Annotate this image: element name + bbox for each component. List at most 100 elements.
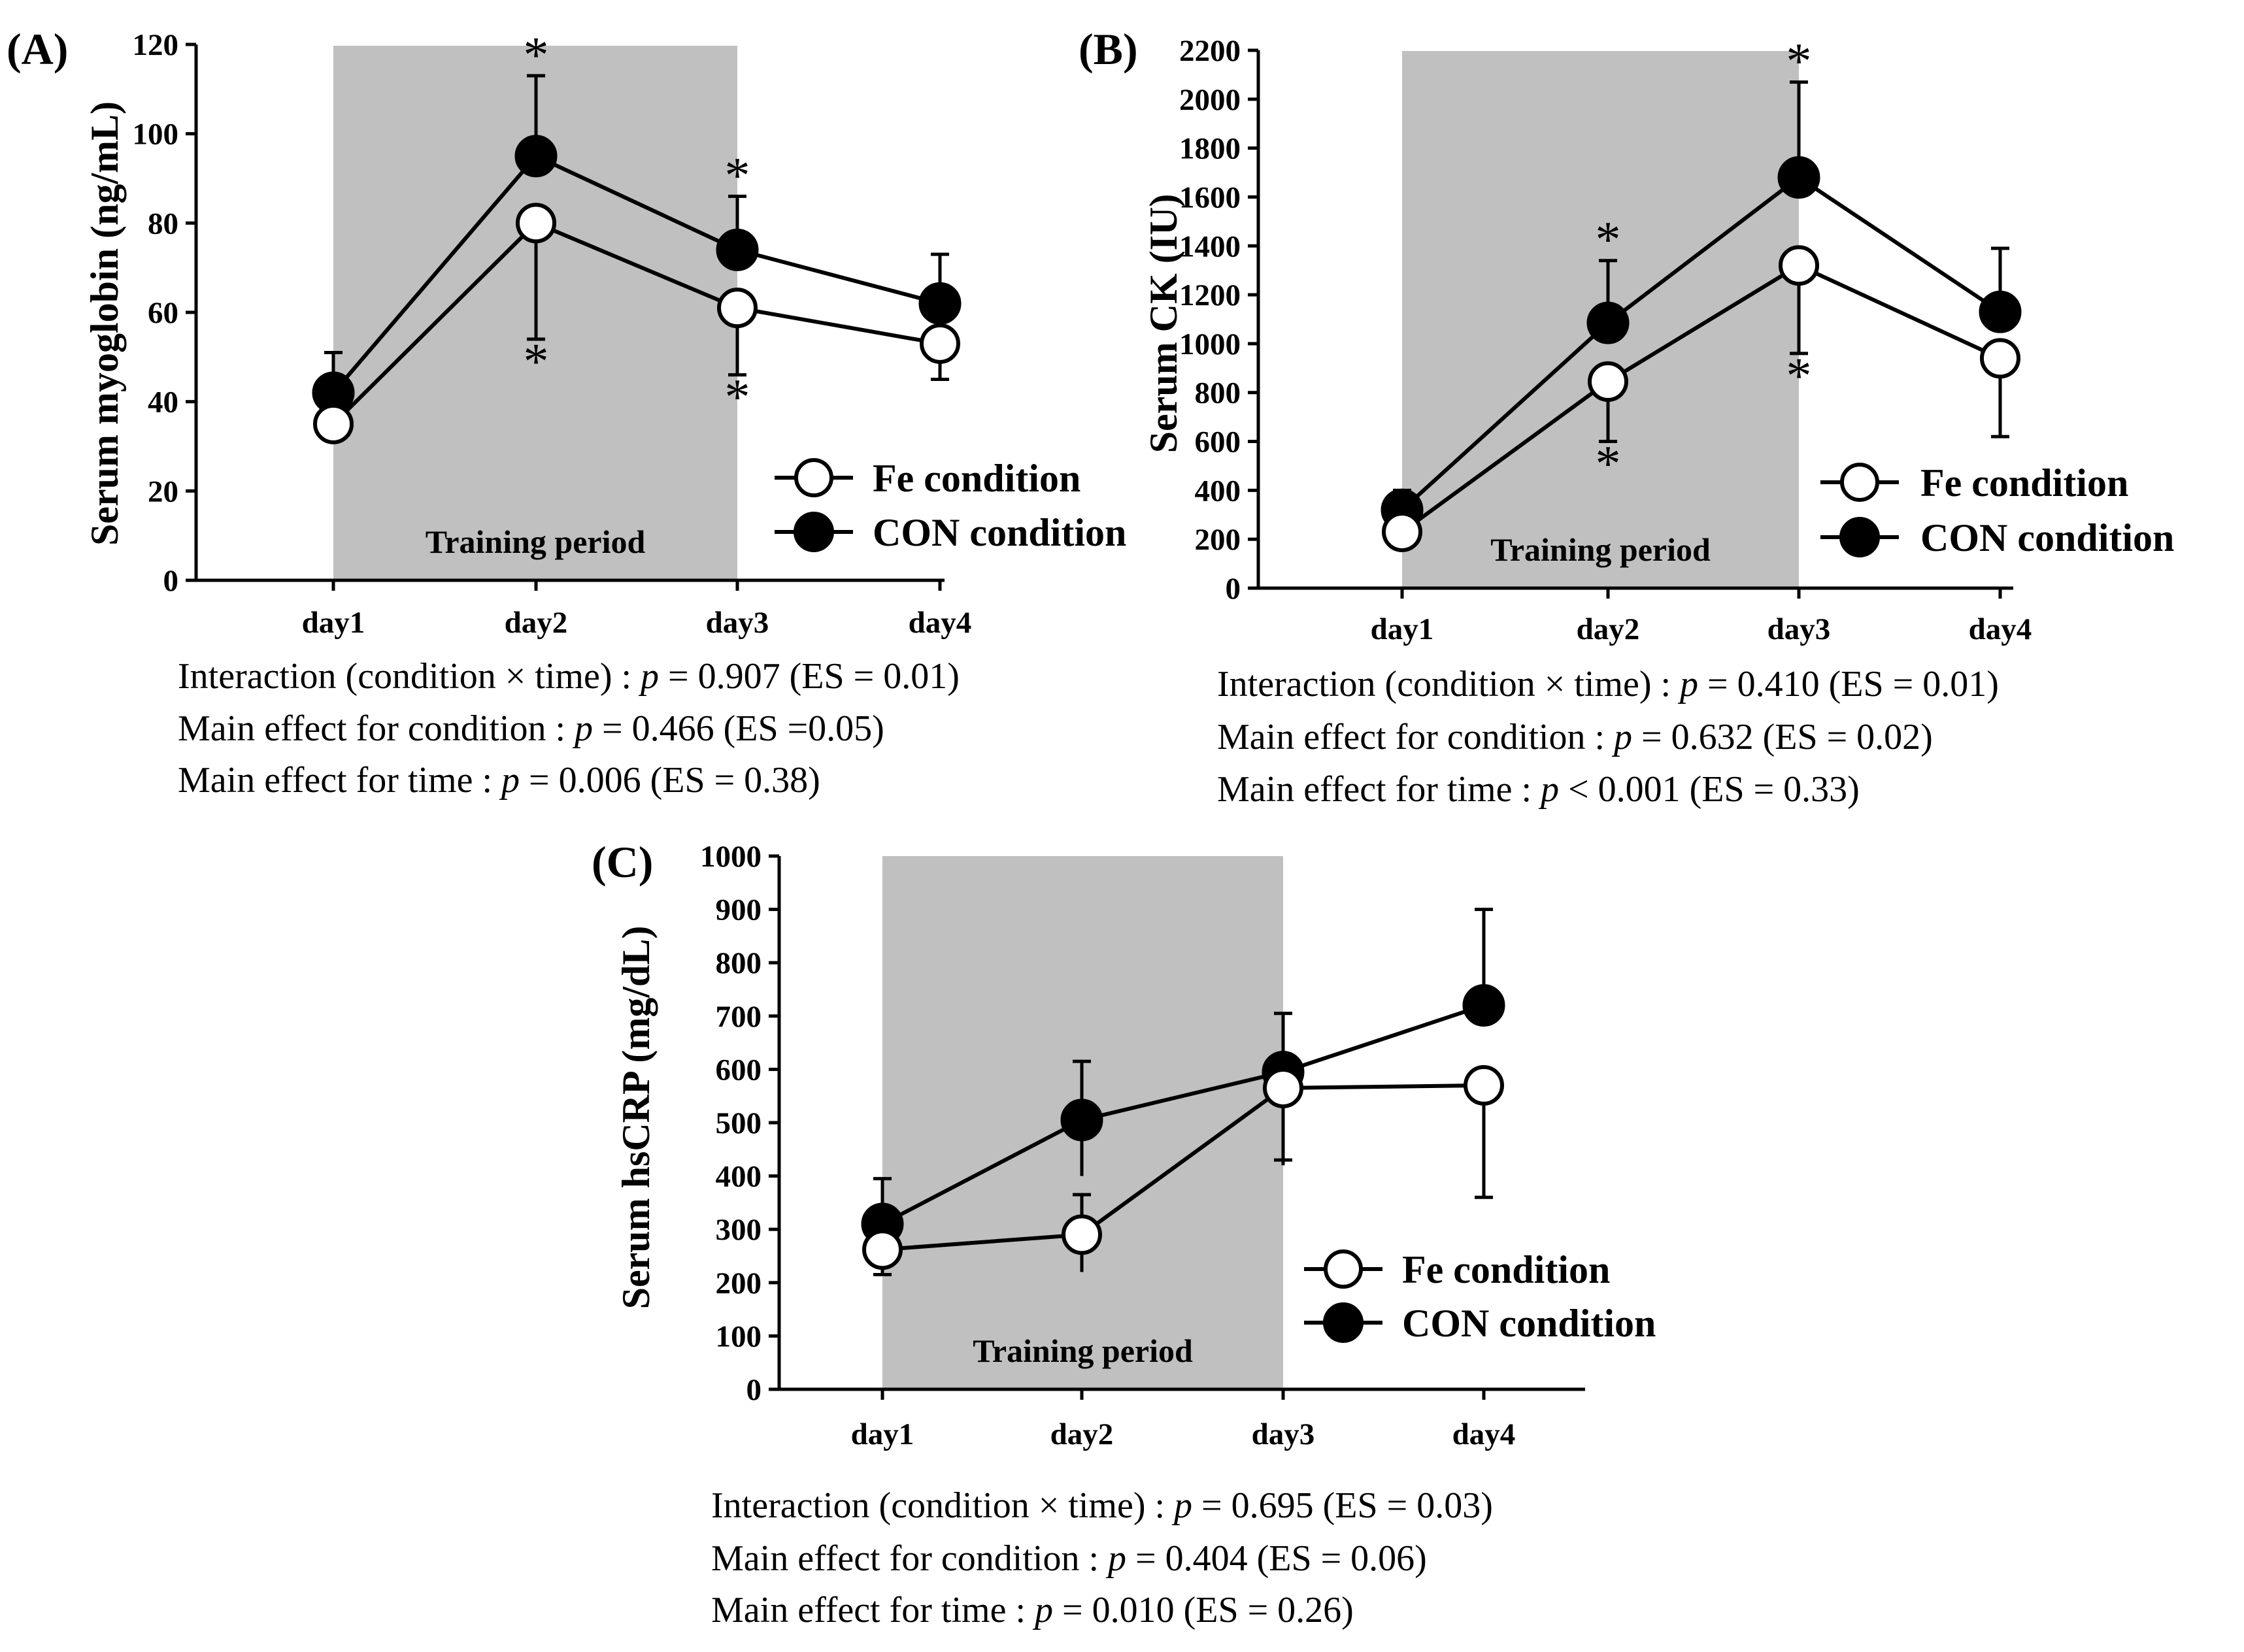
y-tick-label: 0 xyxy=(746,1373,762,1407)
x-tick-label: day4 xyxy=(1452,1417,1516,1451)
y-tick-label: 1200 xyxy=(1179,278,1241,312)
stat-time: Main effect for time : p = 0.006 (ES = 0… xyxy=(178,760,820,801)
significance-star: * xyxy=(1596,211,1621,268)
panel-a-statistics: Interaction (condition × time) : p = 0.9… xyxy=(178,656,960,801)
y-tick-label: 1000 xyxy=(1179,327,1241,361)
stat-condition: Main effect for condition : p = 0.632 (E… xyxy=(1217,717,1933,757)
fe-data-point xyxy=(1062,1214,1102,1255)
y-tick-label: 80 xyxy=(148,206,178,240)
con-data-point xyxy=(1462,983,1505,1027)
stat-condition: Main effect for condition : p = 0.466 (E… xyxy=(178,708,884,749)
x-tick-label: day2 xyxy=(505,606,568,640)
stat-interaction: Interaction (condition × time) : p = 0.4… xyxy=(1217,664,1999,704)
legend-con-marker xyxy=(1323,1302,1364,1343)
legend-con-label: CON condition xyxy=(1402,1302,1656,1345)
y-tick-label: 1600 xyxy=(1179,180,1241,214)
significance-star: * xyxy=(725,369,750,425)
y-tick-label: 2200 xyxy=(1179,34,1241,68)
fe-series-line xyxy=(1401,263,2001,534)
x-tick-label: day3 xyxy=(1252,1417,1315,1451)
x-tick-label: day3 xyxy=(1767,612,1831,646)
y-tick-label: 0 xyxy=(163,564,179,598)
y-tick-label: 1000 xyxy=(700,840,762,874)
panel-c-plot-area: 0 100 200 300 400 500 600 700 800 900 1000 day1 day2… xyxy=(700,840,1585,1451)
stat-interaction: Interaction (condition × time) : p = 0.9… xyxy=(178,656,960,697)
panel-a-legend: Fe condition CON condition xyxy=(775,457,1126,554)
y-tick-label: 800 xyxy=(1195,376,1241,410)
legend-fe-label: Fe condition xyxy=(873,457,1080,500)
y-tick-label: 40 xyxy=(148,386,178,420)
y-tick-label: 100 xyxy=(716,1319,762,1353)
x-tick-label: day1 xyxy=(1371,612,1434,646)
x-tick-label: day4 xyxy=(909,606,972,640)
fe-data-point xyxy=(1588,361,1628,402)
panel-b: (B) Serum CK (IU) Training period 0 200 40… xyxy=(1079,24,2174,810)
fe-data-point xyxy=(1263,1067,1303,1108)
y-tick-label: 400 xyxy=(1195,474,1241,508)
y-tick-label: 60 xyxy=(148,296,178,330)
x-tick-label: day1 xyxy=(851,1417,914,1451)
panel-a: (A) Serum myoglobin (ng/mL) Training per… xyxy=(7,24,1126,801)
panel-b-legend: Fe condition CON condition xyxy=(1820,461,2174,559)
y-tick-label: 20 xyxy=(148,474,178,508)
con-data-point xyxy=(514,135,558,178)
legend-con-marker xyxy=(1839,517,1880,557)
y-tick-label: 1400 xyxy=(1179,229,1241,263)
panel-c-legend: Fe condition CON condition xyxy=(1304,1248,1656,1345)
fe-data-point xyxy=(717,288,758,329)
y-tick-label: 600 xyxy=(1195,425,1241,459)
con-series-line xyxy=(1400,174,2001,512)
legend-con-label: CON condition xyxy=(873,511,1126,554)
fe-data-point xyxy=(1980,338,2020,379)
y-tick-label: 600 xyxy=(716,1053,762,1087)
fe-data-point xyxy=(516,203,556,244)
panel-b-y-axis-title: Serum CK (IU) xyxy=(1142,194,1185,454)
y-tick-label: 300 xyxy=(716,1213,762,1247)
fe-data-point xyxy=(313,403,354,444)
legend-fe-label: Fe condition xyxy=(1402,1248,1610,1291)
fe-series-line xyxy=(882,1083,1484,1252)
y-tick-label: 500 xyxy=(716,1106,762,1140)
x-tick-label: day1 xyxy=(302,606,365,640)
panel-c-y-axis-title: Serum hsCRP (mg/dL) xyxy=(614,926,658,1310)
panel-c: (C) Serum hsCRP (mg/dL) Training period … xyxy=(592,837,1656,1630)
significance-star: * xyxy=(1786,347,1812,404)
legend-fe-marker xyxy=(1840,463,1879,502)
x-tick-label: day2 xyxy=(1050,1417,1114,1451)
fe-data-point xyxy=(1464,1065,1504,1106)
significance-star: * xyxy=(725,146,750,203)
training-period-label: Training period xyxy=(1490,531,1711,568)
legend-fe-marker xyxy=(1324,1249,1363,1289)
panel-c-label: (C) xyxy=(592,837,653,887)
y-tick-label: 700 xyxy=(716,1000,762,1034)
x-tick-label: day2 xyxy=(1577,612,1640,646)
panel-b-label: (B) xyxy=(1079,24,1138,74)
y-tick-label: 900 xyxy=(716,893,762,927)
fe-data-point xyxy=(920,323,960,364)
con-data-point xyxy=(1060,1099,1103,1142)
panel-a-y-axis-title: Serum myoglobin (ng/mL) xyxy=(83,101,126,546)
stat-time: Main effect for time : p < 0.001 (ES = 0… xyxy=(1217,769,1860,810)
y-tick-label: 800 xyxy=(716,946,762,980)
significance-star: * xyxy=(524,26,549,83)
y-tick-label: 1800 xyxy=(1179,132,1241,166)
y-tick-label: 2000 xyxy=(1179,83,1241,117)
con-data-point xyxy=(918,282,962,325)
training-period-label: Training period xyxy=(426,523,646,560)
legend-fe-marker xyxy=(794,458,833,497)
con-data-point xyxy=(716,228,759,271)
y-tick-label: 0 xyxy=(1226,572,1241,606)
stat-interaction: Interaction (condition × time) : p = 0.6… xyxy=(711,1485,1493,1526)
panel-b-plot-area: 0 200 400 600 800 1000 1200 1400 1600 1800 2000 220… xyxy=(1179,33,2032,646)
fe-data-point xyxy=(1779,245,1819,286)
legend-con-marker xyxy=(794,512,834,552)
panel-c-statistics: Interaction (condition × time) : p = 0.6… xyxy=(711,1485,1493,1630)
con-data-point xyxy=(1777,156,1820,199)
con-data-point xyxy=(1979,290,2022,333)
stat-time: Main effect for time : p = 0.010 (ES = 0… xyxy=(711,1590,1354,1630)
panel-b-statistics: Interaction (condition × time) : p = 0.4… xyxy=(1217,664,1999,810)
y-tick-label: 400 xyxy=(716,1160,762,1194)
fe-data-point xyxy=(862,1229,903,1270)
significance-star: * xyxy=(524,333,549,389)
y-tick-label: 200 xyxy=(1195,523,1241,557)
